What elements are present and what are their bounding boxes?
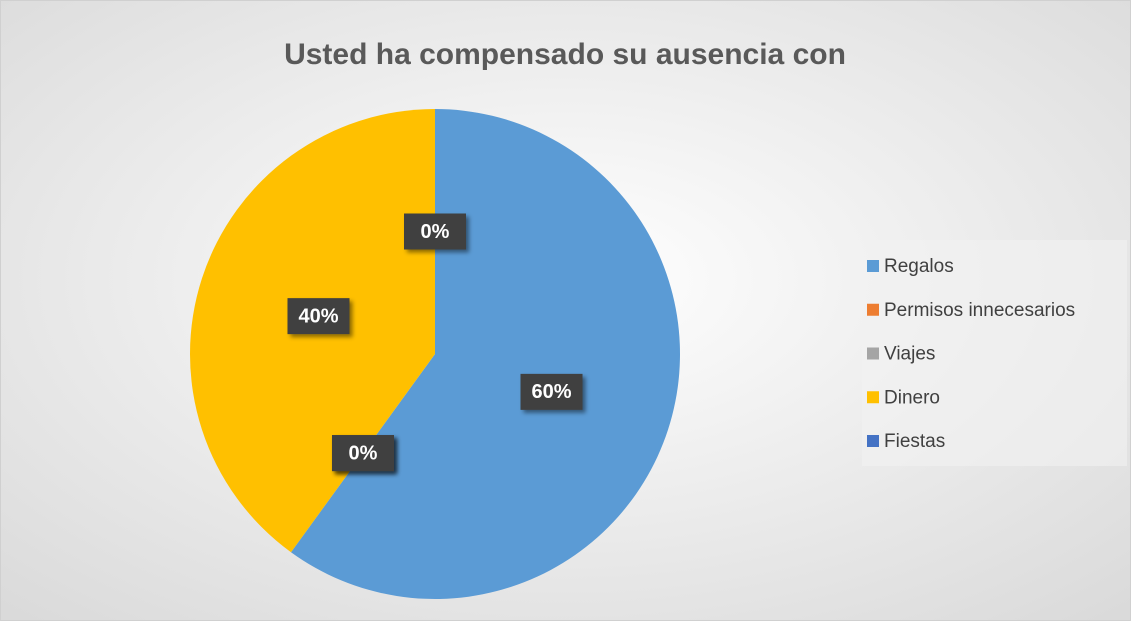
data-label-text: 0%: [349, 442, 378, 464]
legend-label: Dinero: [884, 387, 940, 408]
data-label-box: [520, 373, 583, 410]
legend-label: Permisos innecesarios: [884, 300, 1075, 321]
data-label-box: [331, 435, 394, 472]
legend-swatch: [867, 435, 879, 447]
data-label-box: [404, 213, 466, 250]
legend-label: Regalos: [884, 256, 954, 277]
legend-label: Viajes: [884, 344, 935, 365]
data-label: 60%: [520, 373, 583, 410]
data-label: 0%: [331, 435, 394, 472]
data-label: 0%: [404, 213, 466, 250]
legend-swatch: [867, 260, 879, 272]
legend-swatch: [867, 391, 879, 404]
pie-slice: [290, 109, 680, 599]
legend-box: [862, 240, 1127, 466]
data-label-text: 40%: [298, 305, 338, 327]
data-label-box: [287, 298, 350, 335]
data-label-text: 60%: [531, 381, 571, 403]
data-label: 40%: [287, 298, 350, 335]
legend-swatch: [867, 303, 879, 316]
chart-title: Usted ha compensado su ausencia con: [284, 38, 846, 71]
legend-label: Fiestas: [884, 431, 945, 452]
legend-swatch: [867, 347, 879, 360]
data-label-text: 0%: [421, 221, 450, 243]
